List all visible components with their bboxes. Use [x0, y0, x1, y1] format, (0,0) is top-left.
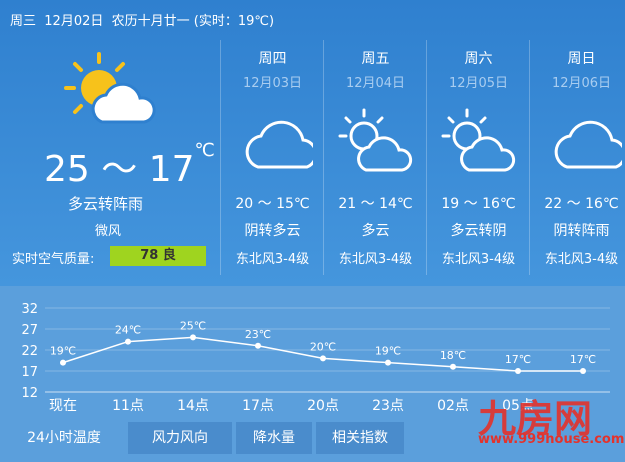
- tab[interactable]: 风力风向: [128, 422, 232, 454]
- y-tick-label: 22: [21, 344, 38, 359]
- data-point: [450, 363, 456, 370]
- data-label: 25℃: [180, 319, 206, 332]
- aqi-badge: 78 良: [110, 246, 206, 266]
- x-tick-label: 23点: [372, 398, 404, 414]
- forecast-wind: 东北风3-4级: [235, 252, 310, 267]
- watermark-url: www.999house.com: [478, 432, 625, 447]
- forecast-day: 周六 12月05日 19 ～ 16℃ 多云转阴东北风3-4级: [426, 40, 530, 275]
- x-tick-label: 02点: [437, 398, 469, 414]
- aqi-label: 实时空气质量:: [12, 252, 95, 267]
- data-point: [580, 368, 586, 374]
- data-point: [190, 334, 196, 341]
- forecast-date: 12月03日: [242, 76, 303, 91]
- forecast-weekday: 周五: [361, 51, 390, 67]
- forecast-wind: 东北风3-4级: [544, 252, 619, 267]
- forecast-day: 周日 12月06日 22 ～ 16℃ 阴转阵雨东北风3-4级: [529, 40, 625, 275]
- y-tick-label: 27: [21, 323, 38, 338]
- forecast-date: 12月06日: [551, 76, 612, 91]
- data-point: [385, 359, 391, 366]
- x-tick-label: 17点: [242, 398, 274, 414]
- data-label: 19℃: [375, 345, 401, 358]
- y-tick-label: 32: [21, 302, 38, 317]
- y-tick-label: 12: [21, 386, 38, 401]
- today-weather: 多云转阵雨: [68, 195, 144, 213]
- forecast-day: 周五 12月04日 21 ～ 14℃ 多云东北风3-4级: [323, 40, 427, 275]
- x-tick-label: 20点: [307, 398, 339, 414]
- today-icon: [64, 52, 156, 124]
- forecast-weather: 阴转多云: [244, 223, 301, 239]
- forecast-panel: 周三 12月02日 农历十月廿一 (实时：19℃) 25 ～ 17℃ 多云转阵雨…: [0, 0, 625, 286]
- weather-icon: [245, 120, 313, 169]
- data-label: 17℃: [570, 353, 596, 366]
- tab[interactable]: 降水量: [236, 422, 312, 454]
- tab[interactable]: 24小时温度: [4, 422, 124, 454]
- forecast-temp: 20 ～ 15℃: [235, 196, 310, 212]
- forecast-date: 12月04日: [345, 76, 406, 91]
- today-temp: 25 ～ 17℃: [44, 140, 215, 192]
- forecast-day: 周四 12月03日 20 ～ 15℃ 阴转多云东北风3-4级: [220, 40, 324, 275]
- forecast-weekday: 周六: [464, 51, 493, 67]
- data-point: [320, 355, 326, 362]
- tab[interactable]: 相关指数: [316, 422, 404, 454]
- header-realtime: (实时：19℃): [193, 14, 275, 29]
- forecast-wind: 东北风3-4级: [338, 252, 413, 267]
- forecast-wind: 东北风3-4级: [441, 252, 516, 267]
- forecast-temp: 21 ～ 14℃: [338, 196, 413, 212]
- forecast-weather: 多云转阴: [450, 223, 507, 239]
- forecast-weekday: 周四: [258, 51, 287, 67]
- forecast-weather: 多云: [361, 223, 390, 239]
- temperature-chart: 12 17 22 27 32 现在 11点 14点 17点 20点 23点 02点 05点 19℃ 24℃ 2…: [21, 302, 610, 414]
- weather-icon: [441, 108, 516, 172]
- weather-icon: [338, 108, 413, 172]
- tab-bar: 24小时温度 风力风向 降水量 相关指数: [0, 420, 625, 462]
- forecast-weather: 阴转阵雨: [553, 223, 610, 239]
- header: 周三 12月02日 农历十月廿一 (实时：19℃): [10, 10, 274, 29]
- header-lunar: 农历十月廿一: [111, 14, 190, 29]
- data-label: 20℃: [310, 340, 336, 353]
- forecast-temp: 22 ～ 16℃: [544, 196, 619, 212]
- data-label: 17℃: [505, 353, 531, 366]
- forecast-temp: 19 ～ 16℃: [441, 196, 516, 212]
- today-temp-unit: ℃: [194, 140, 215, 161]
- y-tick-label: 17: [21, 365, 38, 380]
- x-tick-label: 11点: [112, 398, 144, 414]
- data-label: 24℃: [115, 324, 141, 337]
- watermark-logo: 九房网: [478, 397, 593, 441]
- data-point: [515, 368, 521, 374]
- forecast-date: 12月05日: [448, 76, 509, 91]
- header-day: 周三: [10, 14, 37, 29]
- weather-icon: [554, 120, 622, 169]
- data-label: 23℃: [245, 328, 271, 341]
- data-point: [125, 338, 131, 345]
- data-point: [60, 359, 66, 366]
- x-tick-label: 14点: [177, 398, 209, 414]
- x-tick-label: 现在: [49, 398, 77, 414]
- data-label: 19℃: [50, 345, 76, 358]
- x-tick-label: 05点: [502, 398, 534, 414]
- today-wind: 微风: [95, 224, 122, 239]
- data-label: 18℃: [440, 349, 466, 362]
- header-date: 12月02日: [44, 14, 104, 29]
- data-point: [255, 342, 261, 349]
- forecast-weekday: 周日: [567, 51, 596, 67]
- today-temp-range: 25 ～ 17: [44, 149, 195, 190]
